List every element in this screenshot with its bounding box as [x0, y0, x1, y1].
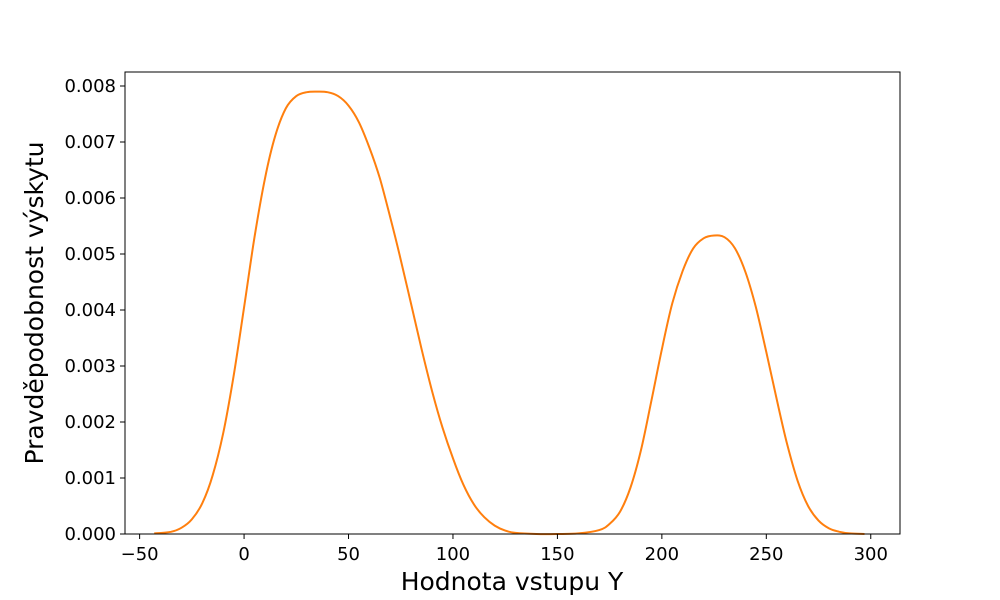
- y-tick-label: 0.002: [64, 412, 116, 433]
- y-tick-label: 0.005: [64, 244, 116, 265]
- y-tick-label: 0.004: [64, 300, 116, 321]
- x-tick-label: 300: [854, 544, 888, 565]
- x-tick-label: 150: [540, 544, 574, 565]
- y-tick-label: 0.003: [64, 356, 116, 377]
- x-tick-label: 200: [645, 544, 679, 565]
- y-tick-label: 0.006: [64, 188, 116, 209]
- x-axis-ticks: −50 0 50 100 150 200 250 300: [121, 534, 888, 565]
- y-tick-label: 0.001: [64, 468, 116, 489]
- y-tick-label: 0.008: [64, 76, 116, 97]
- y-tick-label: 0.007: [64, 132, 116, 153]
- x-tick-label: 250: [749, 544, 783, 565]
- x-tick-label: 50: [337, 544, 360, 565]
- density-line-0: [154, 90, 865, 536]
- x-axis-label: Hodnota vstupu Y: [401, 567, 624, 596]
- plot-frame: [124, 71, 901, 535]
- plot-area: [154, 90, 865, 536]
- x-tick-label: −50: [121, 544, 159, 565]
- x-tick-label: 0: [238, 544, 249, 565]
- y-axis-ticks: 0.000 0.001 0.002 0.003 0.004 0.005 0.006 0.007…: [64, 76, 125, 545]
- y-tick-label: 0.000: [64, 524, 116, 545]
- x-tick-label: 100: [436, 544, 470, 565]
- y-axis-label: Pravděpodobnost výskytu: [20, 141, 49, 464]
